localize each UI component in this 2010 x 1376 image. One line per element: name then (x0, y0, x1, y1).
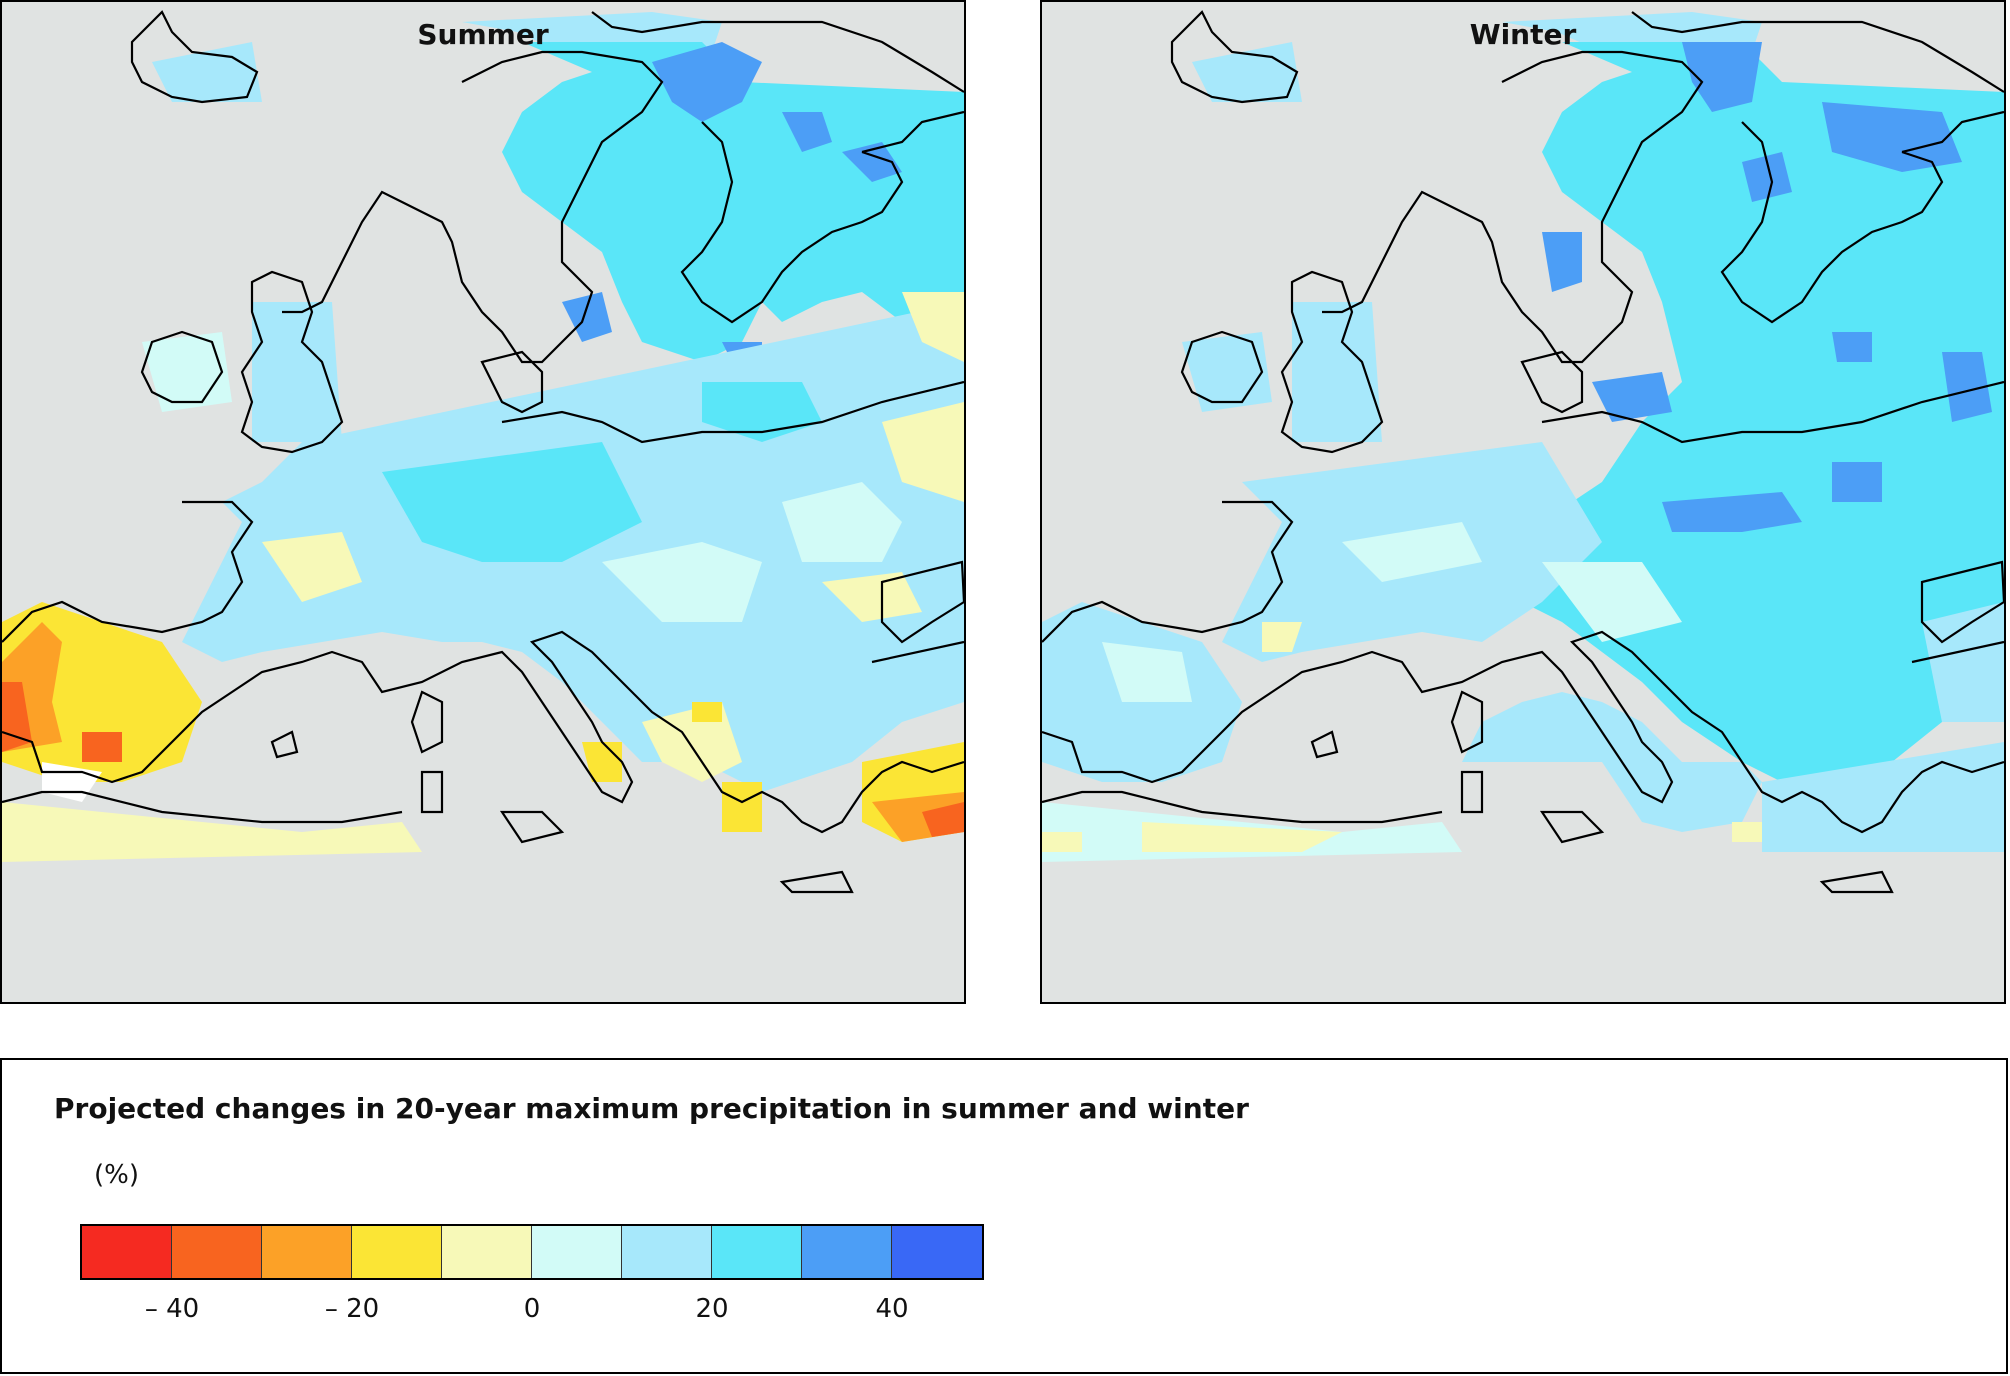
legend-swatch (352, 1226, 442, 1278)
legend-swatch (82, 1226, 172, 1278)
legend-tick-label: 40 (875, 1294, 909, 1324)
legend-unit: (%) (94, 1160, 139, 1190)
legend-swatch (172, 1226, 262, 1278)
legend-swatch (262, 1226, 352, 1278)
legend-tick-label: – 40 (144, 1294, 200, 1324)
winter-map-panel: Winter (1040, 0, 2006, 1004)
legend-swatch (712, 1226, 802, 1278)
summer-panel-title: Summer (417, 18, 549, 51)
winter-map (1042, 2, 2004, 1002)
summer-map-panel: Summer (0, 0, 966, 1004)
summer-coastlines (2, 10, 964, 894)
legend-swatch (442, 1226, 532, 1278)
legend-swatch (622, 1226, 712, 1278)
legend-tick-label: 0 (523, 1294, 541, 1324)
legend-title: Projected changes in 20-year maximum pre… (54, 1092, 1249, 1125)
winter-panel-title: Winter (1469, 18, 1577, 51)
legend-box: Projected changes in 20-year maximum pre… (0, 1058, 2008, 1374)
legend-swatch (802, 1226, 892, 1278)
legend-tick-label: 20 (695, 1294, 729, 1324)
legend-swatch (532, 1226, 622, 1278)
legend-tick-label: – 20 (324, 1294, 380, 1324)
summer-map (2, 2, 964, 1002)
winter-coastlines (1042, 10, 2004, 894)
legend-color-bar (80, 1224, 984, 1280)
summer-data-field (2, 12, 964, 862)
legend-swatch (892, 1226, 982, 1278)
